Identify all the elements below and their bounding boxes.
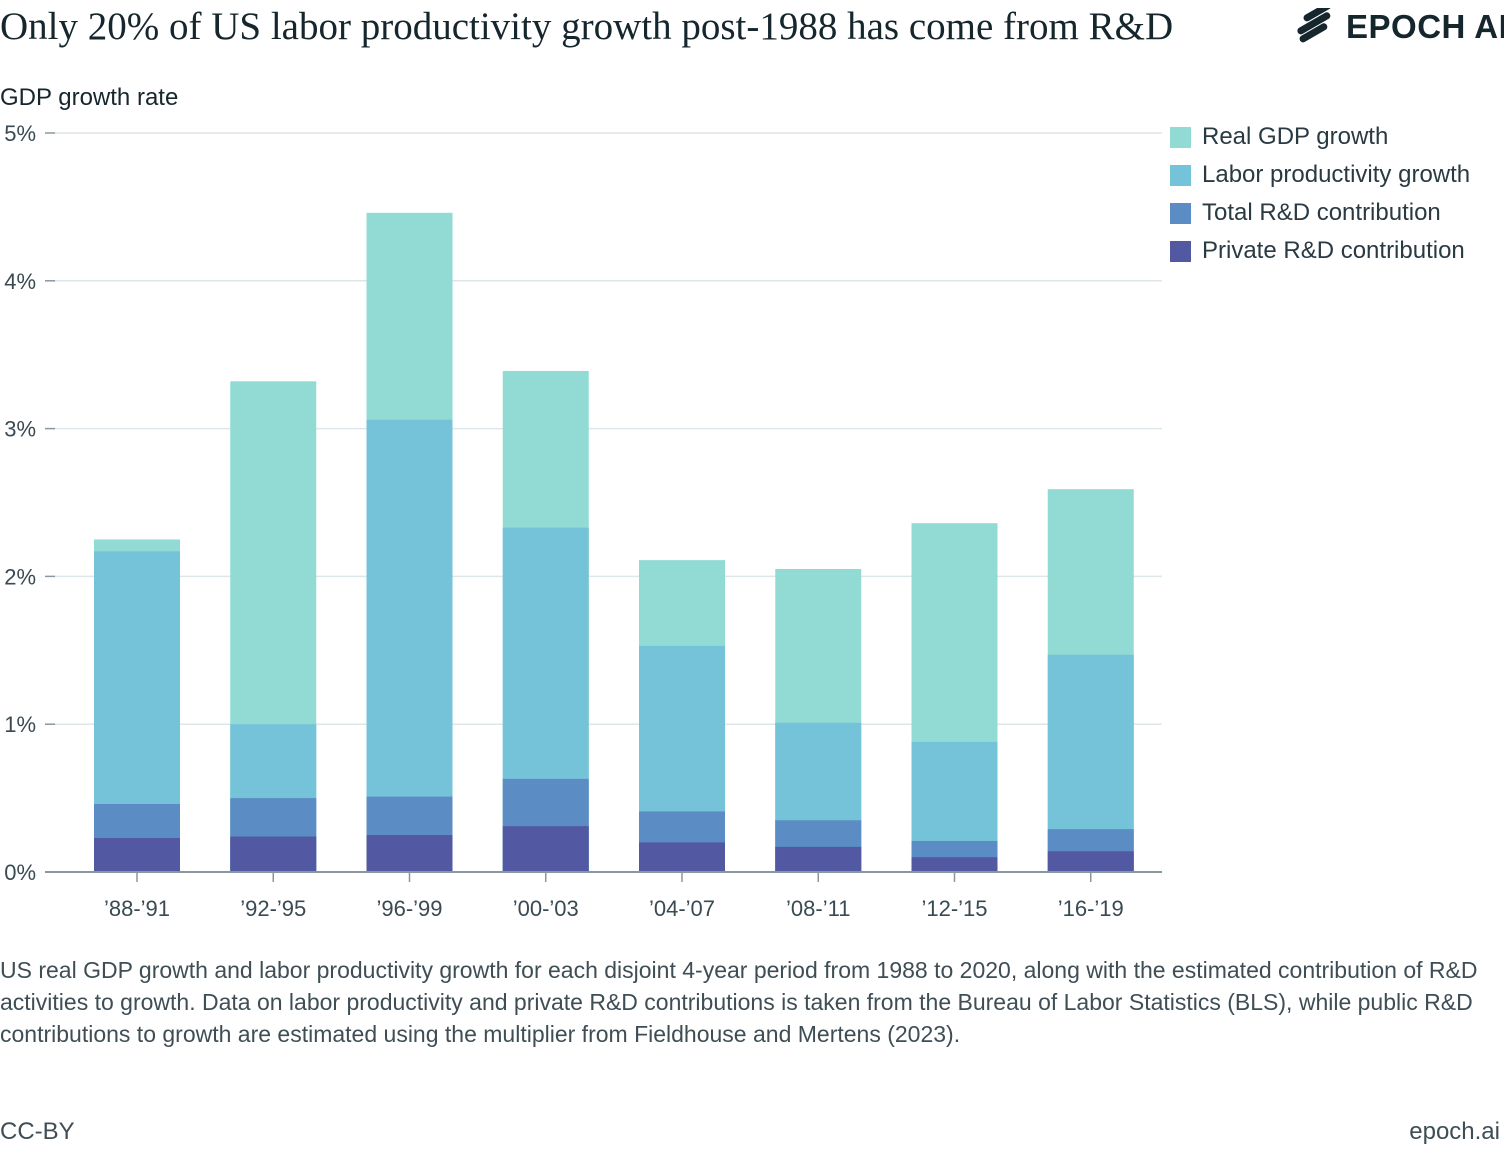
chart-plot: 0% 1% 2% 3% 4% 5% ’88-’91 ’92-’95 ’96-’99 ’00-’03… xyxy=(4,121,1162,921)
epoch-stripes-icon xyxy=(1297,8,1332,43)
brand-logo[interactable]: EPOCH AI xyxy=(1296,7,1504,47)
y-tick-label: 5% xyxy=(4,121,36,146)
legend-label: Labor productivity growth xyxy=(1202,161,1471,188)
bar-private-r-d-contribution xyxy=(775,846,862,872)
bar-private-r-d-contribution xyxy=(1047,851,1134,872)
bar-private-r-d-contribution xyxy=(639,842,725,872)
legend-item-real-gdp[interactable]: Real GDP growth xyxy=(1170,118,1470,156)
brand-name: EPOCH AI xyxy=(1346,8,1504,45)
x-tick-label: ’96-’99 xyxy=(376,896,442,921)
x-tick-label: ’88-’91 xyxy=(104,896,170,921)
x-tick-label: ’12-’15 xyxy=(921,896,987,921)
license-label: CC-BY xyxy=(0,1118,75,1145)
legend-label: Total R&D contribution xyxy=(1202,199,1441,226)
legend-item-total-rd[interactable]: Total R&D contribution xyxy=(1170,194,1470,232)
legend-swatch xyxy=(1170,202,1191,224)
bar-private-r-d-contribution xyxy=(366,835,453,872)
legend-item-labor-productivity[interactable]: Labor productivity growth xyxy=(1170,156,1470,194)
chart-title: Only 20% of US labor productivity growth… xyxy=(0,5,1174,48)
legend-swatch xyxy=(1170,164,1191,186)
legend-item-private-rd[interactable]: Private R&D contribution xyxy=(1170,232,1470,270)
bar-private-r-d-contribution xyxy=(502,826,589,872)
y-tick-label: 0% xyxy=(4,860,36,885)
y-axis-title: GDP growth rate xyxy=(0,84,179,111)
legend-swatch xyxy=(1170,240,1191,262)
chart-caption: US real GDP growth and labor productivit… xyxy=(0,957,1478,1047)
legend-label: Private R&D contribution xyxy=(1202,237,1465,264)
x-tick-label: ’08-’11 xyxy=(786,896,850,921)
y-tick-label: 3% xyxy=(4,417,36,442)
bar-private-r-d-contribution xyxy=(230,836,317,872)
legend-swatch xyxy=(1170,126,1191,148)
x-tick-label: ’16-’19 xyxy=(1058,896,1124,921)
bar-private-r-d-contribution xyxy=(94,838,180,872)
source-link[interactable]: epoch.ai xyxy=(1409,1118,1500,1145)
x-tick-label: ’04-’07 xyxy=(649,896,715,921)
y-tick-label: 2% xyxy=(4,564,36,589)
chart-legend: Real GDP growth Labor productivity growt… xyxy=(1170,118,1470,270)
y-tick-label: 1% xyxy=(4,712,36,737)
legend-label: Real GDP growth xyxy=(1202,123,1389,150)
y-tick-label: 4% xyxy=(4,269,36,294)
x-tick-label: ’00-’03 xyxy=(513,896,579,921)
bar-private-r-d-contribution xyxy=(911,857,998,872)
x-tick-label: ’92-’95 xyxy=(240,896,306,921)
